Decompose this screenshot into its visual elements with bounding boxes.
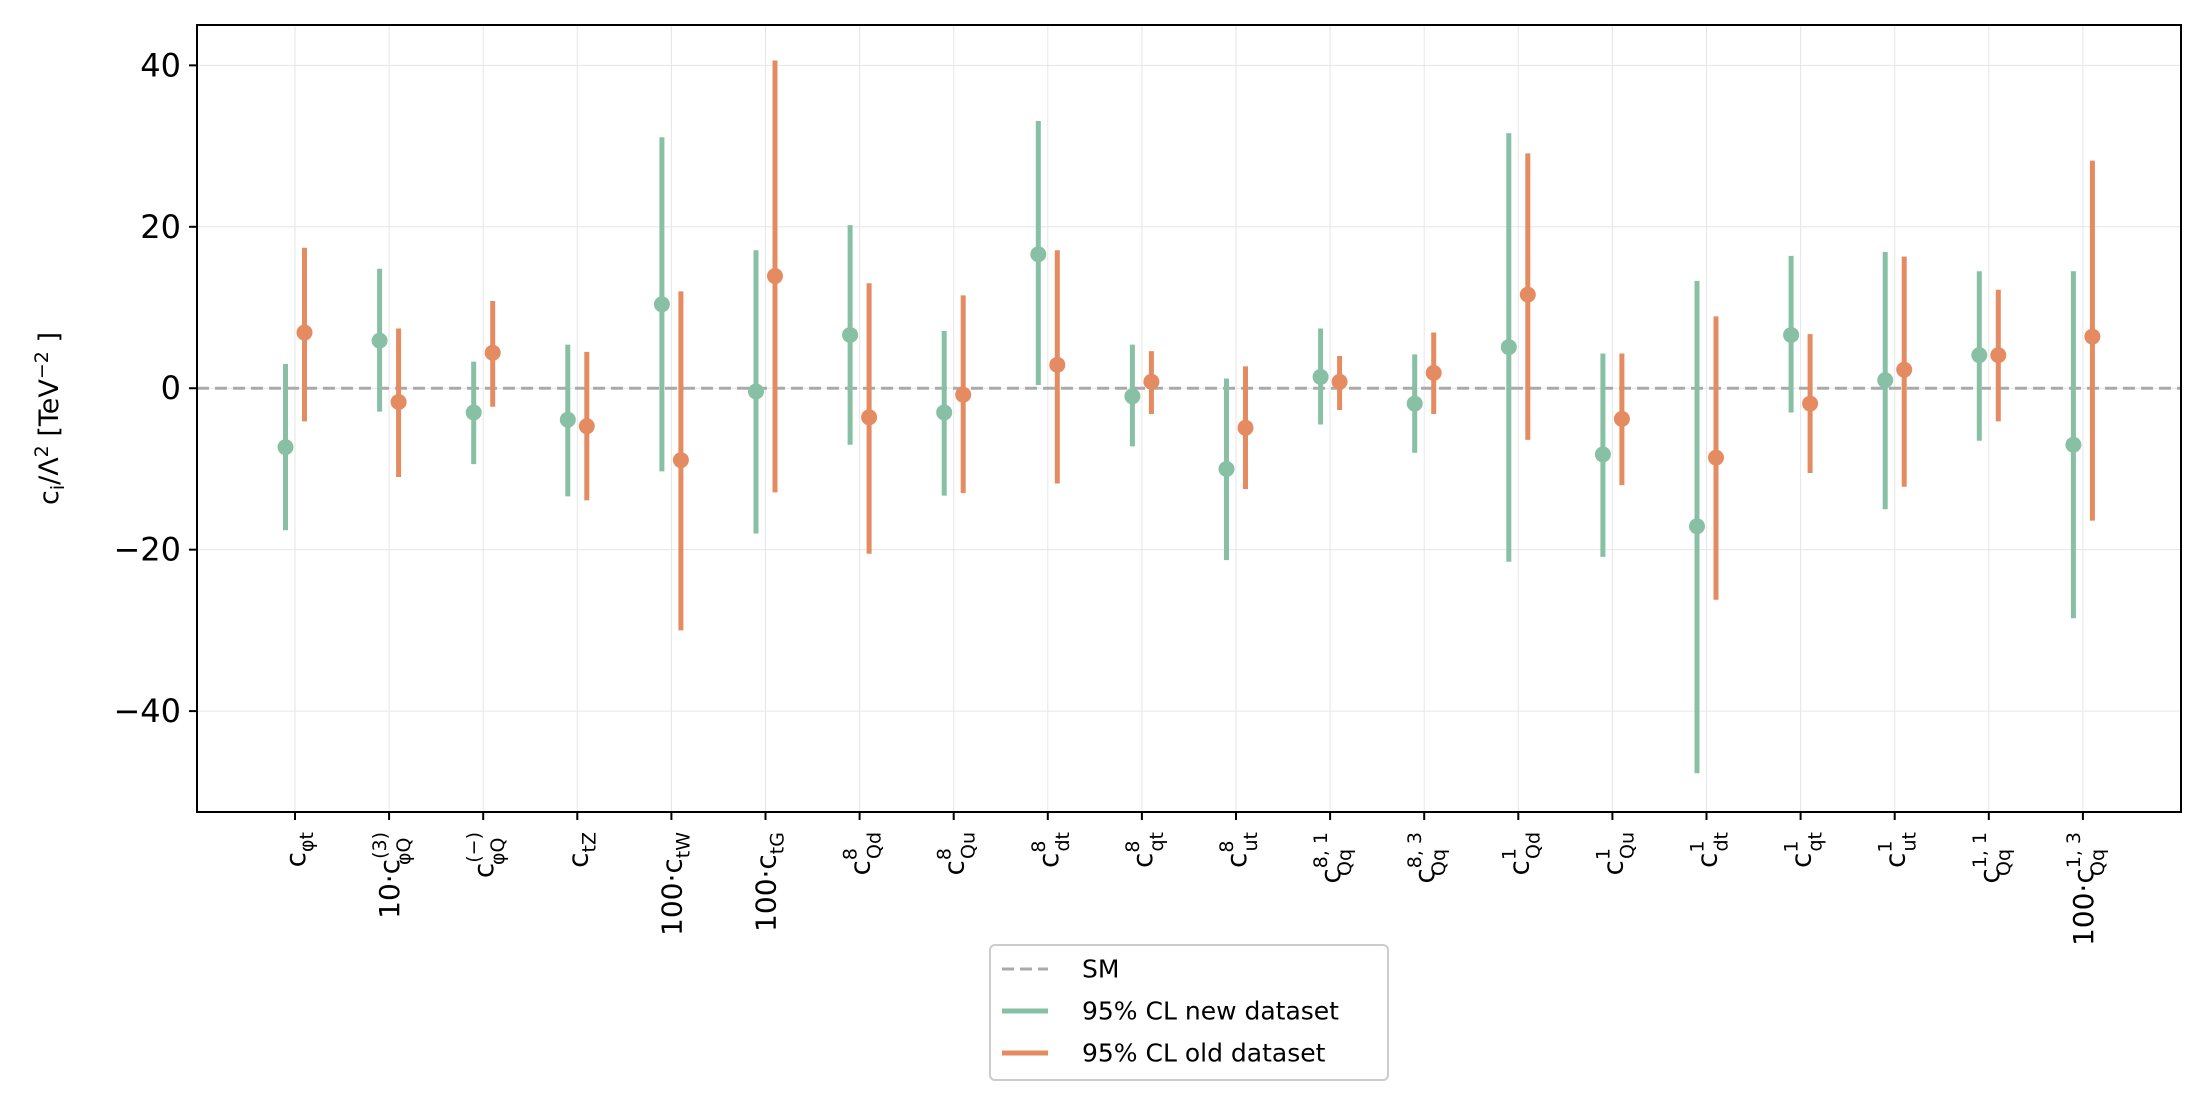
legend-label-2: 95% CL old dataset — [1082, 1039, 1326, 1068]
central-point-s1-12 — [1425, 364, 1442, 381]
x-tick-label-2: c(−) φQ — [463, 832, 509, 878]
y-tick-label-2: 0 — [161, 369, 181, 407]
grid-lines — [197, 25, 2181, 812]
central-point-s1-2 — [484, 344, 501, 361]
x-tick-label-18: c1, 1 Qq — [1969, 832, 2015, 884]
central-point-s1-7 — [955, 386, 972, 403]
y-tick-label-0: 40 — [140, 46, 181, 84]
central-point-s0-5 — [748, 383, 764, 400]
central-point-s0-10 — [1218, 460, 1235, 477]
x-tick-label-0: cφt — [279, 832, 318, 867]
y-axis-label: ci/Λ2 [TeV−2 ] — [31, 332, 69, 505]
error-bars — [283, 60, 2095, 774]
central-point-s0-13 — [1500, 339, 1517, 356]
central-point-s1-18 — [1990, 347, 2007, 364]
central-point-s1-16 — [1802, 395, 1819, 412]
legend-box — [989, 944, 1389, 1081]
central-point-s0-12 — [1406, 395, 1423, 412]
central-point-s1-4 — [672, 452, 689, 469]
central-point-s0-6 — [842, 326, 859, 343]
x-tick-label-13: c1 Qd — [1498, 832, 1544, 876]
central-point-s1-5 — [767, 268, 783, 285]
central-point-s0-3 — [559, 411, 576, 428]
x-tick-label-1: 10·c(3) φQ — [369, 832, 415, 919]
central-point-s1-19 — [2084, 328, 2101, 345]
x-tick-label-12: c8, 3 Qq — [1404, 832, 1450, 884]
central-point-s1-11 — [1331, 373, 1348, 390]
y-axis-label-text: ci/Λ2 [TeV−2 ] — [31, 332, 69, 505]
x-tick-label-5: 100·ctG — [750, 832, 789, 932]
x-tick-label-19: 100·c1, 3 Qq — [2063, 832, 2109, 946]
central-point-s1-1 — [390, 393, 407, 410]
x-tick-label-15: c1 dt — [1687, 832, 1733, 868]
central-point-s1-17 — [1896, 361, 1913, 378]
x-tick-label-16: c1 qt — [1781, 832, 1827, 868]
central-point-s0-8 — [1030, 246, 1047, 263]
y-tick-label-3: −20 — [113, 531, 181, 569]
central-point-s1-8 — [1049, 356, 1066, 373]
central-point-s0-4 — [653, 296, 670, 313]
central-points — [277, 246, 2101, 535]
central-point-s0-16 — [1783, 326, 1800, 343]
x-tick-label-8: c8 dt — [1028, 832, 1074, 868]
central-point-s1-6 — [861, 409, 878, 426]
central-point-s0-0 — [277, 439, 294, 456]
x-tick-label-4: 100·ctW — [655, 832, 694, 936]
central-point-s0-17 — [1877, 372, 1894, 389]
x-tick-label-11: c8, 1 Qq — [1310, 832, 1356, 884]
central-point-s1-15 — [1708, 449, 1724, 466]
y-tick-label-4: −40 — [113, 692, 181, 730]
central-point-s0-15 — [1689, 518, 1705, 535]
legend-label-1: 95% CL new dataset — [1082, 997, 1339, 1026]
central-point-s0-11 — [1312, 368, 1329, 385]
central-point-s1-13 — [1519, 286, 1536, 303]
x-tick-label-9: c8 qt — [1122, 832, 1168, 868]
central-point-s0-2 — [465, 404, 482, 421]
y-tick-label-1: 20 — [140, 208, 181, 246]
central-point-s1-0 — [296, 324, 313, 341]
central-point-s1-10 — [1237, 419, 1254, 436]
central-point-s0-18 — [1971, 347, 1988, 364]
central-point-s1-9 — [1143, 373, 1160, 390]
y-axis: 40 20 0 −20 −40 — [113, 46, 197, 730]
central-point-s0-9 — [1124, 388, 1141, 405]
central-point-s1-3 — [578, 418, 595, 435]
central-point-s1-14 — [1613, 410, 1630, 427]
legend: SM 95% CL new dataset 95% CL old dataset — [989, 944, 1389, 1081]
central-point-s0-19 — [2065, 436, 2082, 453]
central-point-s0-1 — [371, 332, 388, 349]
x-tick-label-10: c8 ut — [1216, 832, 1262, 868]
x-axis: cφt 10·c(3) φQ c(−) φQ ctZ 100·ctW 100·ctG c8 Qd c… — [279, 812, 2109, 946]
plot-frame — [196, 24, 2182, 813]
x-tick-label-7: c8 Qu — [934, 832, 980, 876]
x-tick-label-17: c1 ut — [1875, 832, 1921, 868]
central-point-s0-14 — [1594, 446, 1611, 463]
x-tick-label-3: ctZ — [561, 832, 600, 868]
x-tick-label-6: c8 Qd — [840, 832, 886, 876]
central-point-s0-7 — [936, 404, 953, 421]
x-tick-label-14: c1 Qu — [1592, 832, 1638, 876]
legend-label-0: SM — [1082, 955, 1119, 984]
